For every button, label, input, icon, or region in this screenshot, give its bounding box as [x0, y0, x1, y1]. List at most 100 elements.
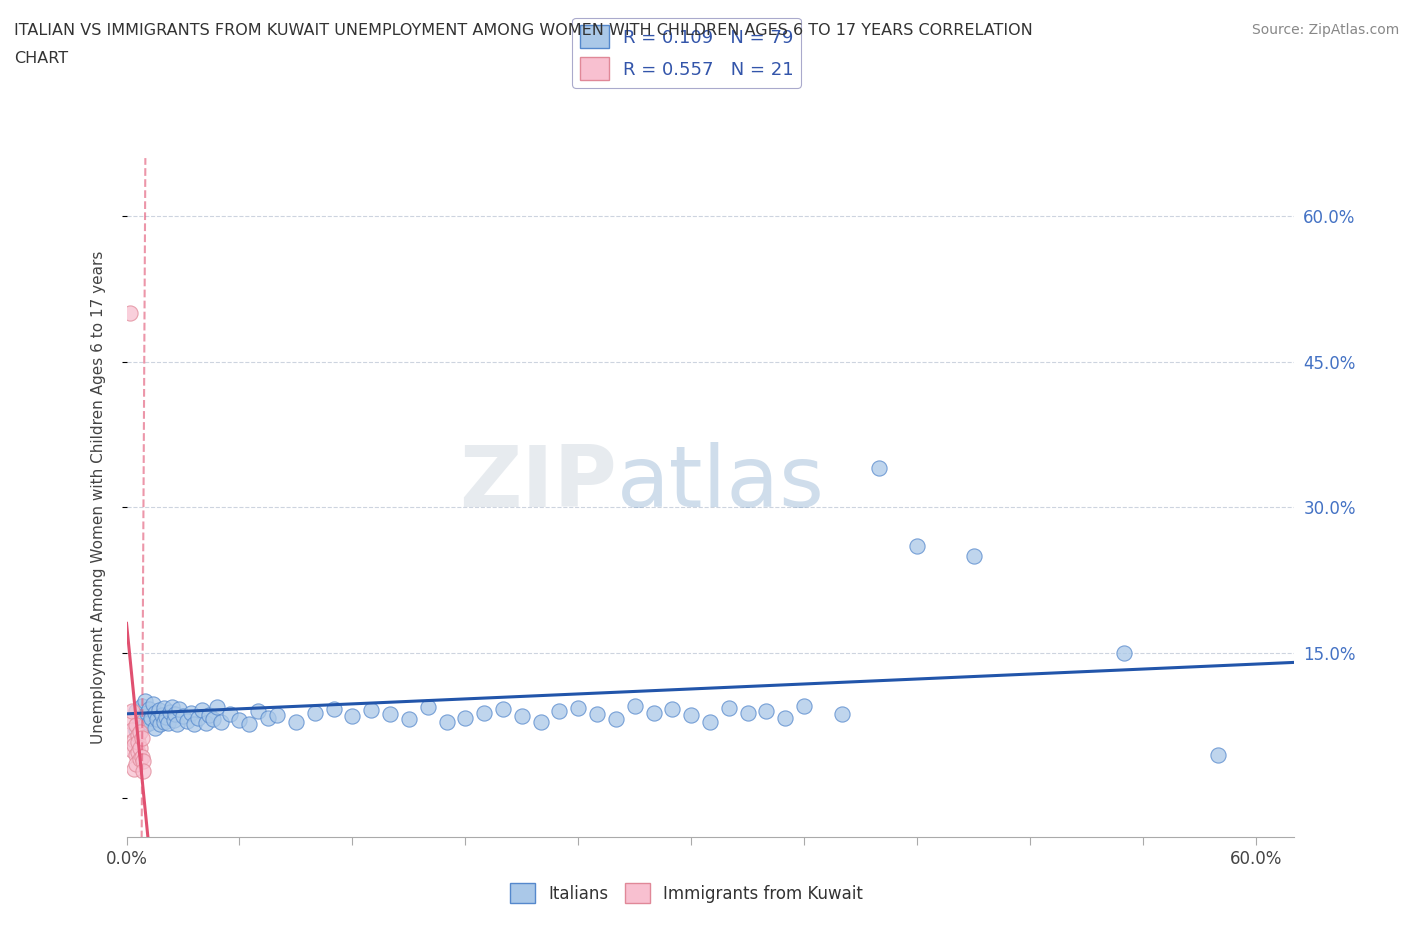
Point: [717, 700, 740, 715]
Point: [136, 706, 159, 721]
Point: [209, 714, 232, 729]
Point: [605, 711, 627, 726]
Point: [699, 714, 721, 729]
Point: [176, 713, 198, 728]
Text: ZIP: ZIP: [458, 443, 617, 525]
Point: [454, 711, 477, 725]
Point: [219, 707, 242, 722]
Point: [142, 697, 165, 711]
Point: [322, 701, 344, 716]
Point: [128, 724, 150, 739]
Point: [138, 701, 160, 716]
Point: [194, 715, 217, 730]
Point: [643, 706, 665, 721]
Point: [256, 711, 278, 725]
Text: CHART: CHART: [14, 51, 67, 66]
Point: [661, 701, 683, 716]
Point: [150, 708, 173, 723]
Point: [125, 747, 148, 762]
Point: [416, 699, 439, 714]
Point: [436, 714, 458, 729]
Point: [548, 703, 571, 718]
Point: [905, 538, 928, 553]
Point: [127, 735, 149, 750]
Point: [586, 707, 609, 722]
Point: [167, 701, 190, 716]
Point: [755, 703, 778, 718]
Point: [530, 714, 553, 729]
Point: [128, 740, 150, 755]
Point: [127, 728, 149, 743]
Point: [868, 461, 890, 476]
Point: [191, 702, 214, 717]
Point: [183, 717, 205, 732]
Point: [378, 707, 401, 722]
Text: Source: ZipAtlas.com: Source: ZipAtlas.com: [1251, 23, 1399, 37]
Point: [398, 711, 420, 726]
Point: [567, 700, 589, 715]
Point: [472, 706, 495, 721]
Point: [143, 706, 166, 721]
Point: [198, 708, 221, 723]
Point: [228, 712, 250, 727]
Point: [831, 707, 853, 722]
Point: [121, 723, 143, 737]
Text: ITALIAN VS IMMIGRANTS FROM KUWAIT UNEMPLOYMENT AMONG WOMEN WITH CHILDREN AGES 6 : ITALIAN VS IMMIGRANTS FROM KUWAIT UNEMPL…: [14, 23, 1033, 38]
Point: [131, 731, 153, 746]
Point: [131, 698, 153, 713]
Point: [160, 699, 183, 714]
Point: [266, 708, 288, 723]
Point: [131, 750, 153, 764]
Point: [681, 708, 703, 723]
Point: [143, 721, 166, 736]
Point: [510, 709, 533, 724]
Point: [125, 718, 148, 733]
Point: [149, 717, 172, 732]
Point: [202, 711, 225, 726]
Point: [122, 737, 145, 752]
Point: [127, 744, 149, 759]
Point: [159, 704, 181, 719]
Point: [122, 762, 145, 777]
Point: [793, 698, 815, 713]
Point: [156, 715, 179, 730]
Point: [122, 733, 145, 748]
Point: [737, 706, 759, 721]
Point: [962, 549, 984, 564]
Point: [125, 703, 148, 718]
Point: [139, 711, 162, 725]
Point: [121, 742, 143, 757]
Point: [153, 714, 176, 729]
Point: [360, 702, 382, 717]
Y-axis label: Unemployment Among Women with Children Ages 6 to 17 years: Unemployment Among Women with Children A…: [91, 251, 105, 744]
Point: [145, 711, 167, 726]
Point: [128, 752, 150, 767]
Point: [132, 754, 155, 769]
Point: [128, 713, 150, 728]
Point: [125, 723, 148, 737]
Point: [172, 709, 194, 724]
Point: [148, 702, 170, 717]
Point: [165, 707, 187, 722]
Point: [134, 694, 156, 709]
Point: [120, 713, 142, 728]
Point: [1114, 645, 1136, 660]
Point: [205, 699, 228, 714]
Point: [492, 701, 515, 716]
Point: [166, 717, 188, 732]
Point: [162, 712, 184, 727]
Point: [132, 764, 155, 778]
Point: [247, 703, 270, 718]
Point: [134, 718, 156, 733]
Point: [775, 711, 797, 725]
Point: [180, 706, 202, 721]
Point: [623, 698, 645, 713]
Point: [155, 710, 177, 724]
Legend: Italians, Immigrants from Kuwait: Italians, Immigrants from Kuwait: [503, 876, 870, 910]
Point: [120, 306, 142, 321]
Point: [1206, 747, 1229, 762]
Point: [153, 700, 176, 715]
Point: [342, 709, 364, 724]
Point: [187, 711, 209, 725]
Point: [304, 706, 326, 721]
